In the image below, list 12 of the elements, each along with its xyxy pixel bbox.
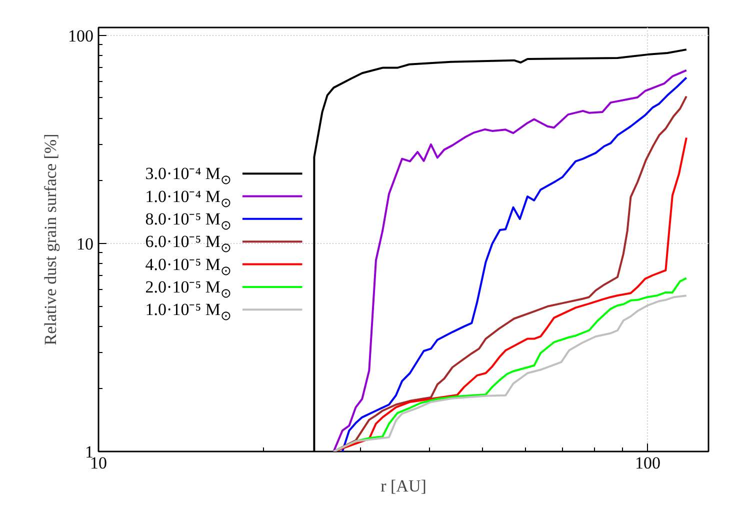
legend-label: 4.0·10⁻⁵ M⊙ <box>145 254 232 278</box>
y-axis-title: Relative dust grain surface [%] <box>41 134 60 346</box>
x-axis-title: r [AU] <box>380 476 426 496</box>
y-tick-label: 1 <box>85 442 94 462</box>
legend-label: 3.0·10⁻⁴ M⊙ <box>145 164 232 188</box>
legend-label: 1.0·10⁻⁵ M⊙ <box>145 300 232 324</box>
y-tick-label: 10 <box>76 234 94 254</box>
legend-label: 1.0·10⁻⁴ M⊙ <box>145 186 232 210</box>
legend-label: 2.0·10⁻⁵ M⊙ <box>145 277 232 300</box>
legend-label: 8.0·10⁻⁵ M⊙ <box>145 209 232 232</box>
y-tick-label: 100 <box>68 26 94 46</box>
legend-label: 6.0·10⁻⁵ M⊙ <box>145 232 232 256</box>
